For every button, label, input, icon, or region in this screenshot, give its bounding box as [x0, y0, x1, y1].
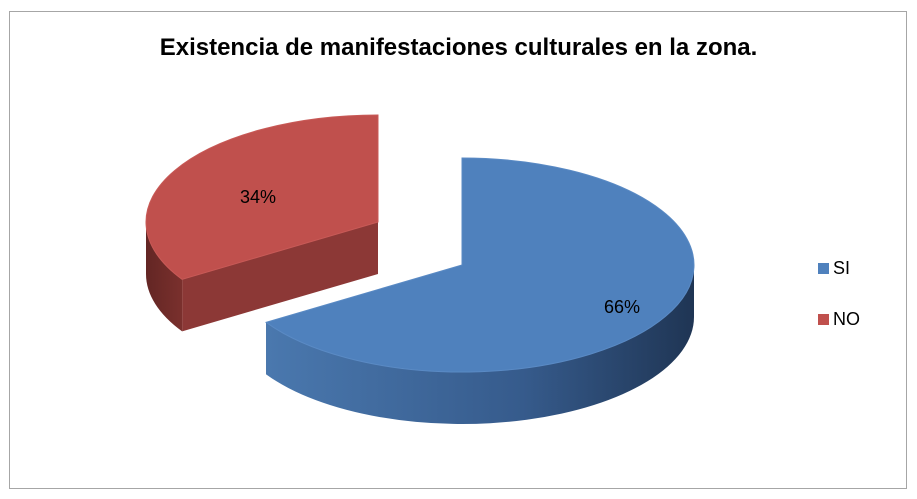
data-label-no: 34%	[240, 187, 276, 207]
legend-item-no: NO	[818, 309, 860, 330]
slice-wall-si	[266, 265, 694, 424]
chart-title: Existencia de manifestaciones culturales…	[159, 34, 758, 61]
legend: SI NO	[818, 258, 860, 360]
legend-swatch-si	[818, 263, 829, 274]
legend-item-si: SI	[818, 258, 860, 279]
legend-label-si: SI	[833, 258, 851, 278]
slice-top-no	[145, 114, 379, 280]
legend-swatch-no	[818, 314, 829, 325]
legend-label-no: NO	[833, 309, 860, 329]
data-label-si: 66%	[604, 297, 640, 317]
slice-side-start-no	[182, 222, 378, 332]
slice-wall-no	[146, 222, 183, 332]
slice-top-si	[264, 157, 695, 373]
